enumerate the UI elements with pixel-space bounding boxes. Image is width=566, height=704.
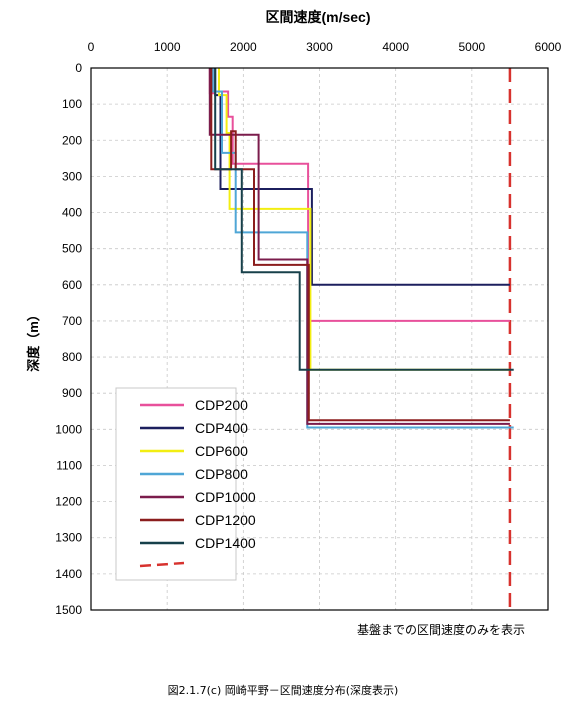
- y-tick-label: 100: [62, 97, 82, 111]
- legend: CDP200 CDP400 CDP600 CDP800 CDP1000 CDP1200 CD…: [115, 387, 256, 581]
- y-tick-label: 1400: [55, 567, 82, 581]
- figure-caption: 図2.1.7(c) 岡崎平野－区間速度分布(深度表示): [167, 684, 399, 697]
- y-tick-label: 900: [62, 386, 82, 400]
- legend-label: CDP800: [195, 466, 248, 482]
- x-tick-labels: 0 1000 2000 3000 4000 5000 6000: [88, 40, 562, 54]
- y-tick-labels: 0 100 200 300 400 500 600 700 800 900 1000 1100 1200…: [55, 61, 82, 617]
- y-tick-label: 1300: [55, 531, 82, 545]
- y-tick-label: 0: [75, 61, 82, 75]
- plot-frame: [90, 67, 549, 611]
- series-cdp1400: [214, 68, 514, 371]
- x-tick-label: 2000: [230, 40, 257, 54]
- y-tick-label: 300: [62, 169, 82, 183]
- series-lines: [208, 68, 514, 429]
- series-cdp600: [218, 68, 510, 371]
- x-tick-label: 1000: [154, 40, 181, 54]
- legend-label: CDP200: [195, 397, 248, 413]
- legend-label: CDP1200: [195, 512, 256, 528]
- y-tick-label: 1200: [55, 495, 82, 509]
- series-cdp1000: [208, 68, 510, 425]
- x-tick-label: 6000: [535, 40, 562, 54]
- legend-label: CDP600: [195, 443, 248, 459]
- y-axis-label: 深度（m）: [26, 308, 41, 372]
- series-cdp1200: [210, 68, 510, 422]
- legend-label: CDP400: [195, 420, 248, 436]
- y-tick-label: 500: [62, 242, 82, 256]
- y-tick-label: 400: [62, 206, 82, 220]
- y-tick-label: 200: [62, 133, 82, 147]
- series-cdp200: [208, 68, 510, 322]
- x-tick-label: 4000: [382, 40, 409, 54]
- legend-reference-swatch: [139, 561, 185, 568]
- y-tick-label: 800: [62, 350, 82, 364]
- basement-note: 基盤までの区間速度のみを表示: [357, 622, 525, 637]
- x-tick-label: 0: [88, 40, 95, 54]
- legend-label: CDP1000: [195, 489, 256, 505]
- y-tick-label: 1500: [55, 603, 82, 617]
- legend-box: [115, 387, 237, 581]
- y-tick-label: 1000: [55, 422, 82, 436]
- y-tick-label: 1100: [56, 458, 82, 472]
- y-tick-label: 600: [62, 278, 82, 292]
- x-tick-label: 3000: [306, 40, 333, 54]
- y-tick-label: 700: [62, 314, 82, 328]
- x-axis-label: 区間速度(m/sec): [265, 9, 370, 25]
- x-tick-label: 5000: [458, 40, 485, 54]
- legend-label: CDP1400: [195, 535, 256, 551]
